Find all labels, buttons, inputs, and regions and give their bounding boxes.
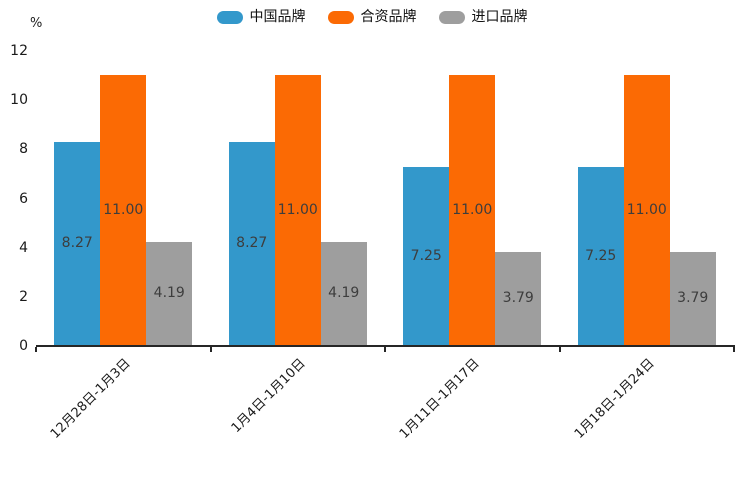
bar-china-brand-group-1: 8.27 [228, 141, 275, 345]
x-category-label: 12月28日-1月3日 [48, 356, 134, 442]
y-tick-label: 4 [19, 239, 28, 256]
bar-import-brand-group-1: 4.19 [320, 241, 367, 345]
bar-china-brand-group-3: 7.25 [577, 166, 624, 345]
bar-china-brand-group-0: 8.27 [54, 141, 101, 345]
bar-joint-venture-brand-group-2: 11.00 [449, 74, 496, 345]
bar-joint-venture-brand-group-0: 11.00 [100, 74, 147, 345]
bar-value-label: 11.00 [103, 201, 144, 218]
legend-swatch-china-brand [216, 10, 243, 24]
x-category-label: 1月18日-1月24日 [571, 356, 658, 442]
bar-value-label: 8.27 [236, 235, 268, 252]
bar-value-label: 3.79 [502, 290, 534, 307]
bar-value-label: 8.27 [61, 235, 93, 252]
x-axis-tick [209, 347, 212, 352]
legend: 中国品牌 合资品牌 进口品牌 [0, 9, 744, 25]
legend-item-import-brand[interactable]: 进口品牌 [438, 9, 528, 25]
y-tick-label: 6 [19, 190, 28, 207]
bar-import-brand-group-3: 3.79 [669, 251, 716, 345]
bar-value-label: 4.19 [328, 285, 360, 302]
bar-value-label: 11.00 [626, 201, 667, 218]
y-tick-label: 12 [10, 43, 28, 59]
y-tick-label: 0 [19, 338, 28, 354]
legend-label: 进口品牌 [471, 9, 528, 25]
legend-label: 中国品牌 [249, 9, 306, 25]
y-tick-label: 10 [10, 92, 28, 109]
bar-value-label: 4.19 [153, 285, 185, 302]
bar-joint-venture-brand-group-3: 11.00 [623, 74, 670, 345]
legend-label: 合资品牌 [360, 9, 417, 25]
y-axis-unit-label: % [30, 16, 43, 31]
legend-swatch-import-brand [438, 10, 465, 24]
bar-joint-venture-brand-group-1: 11.00 [274, 74, 321, 345]
bar-value-label: 3.79 [677, 290, 709, 307]
x-axis-tick [384, 347, 386, 352]
y-tick-label: 2 [19, 288, 28, 305]
y-tick-label: 8 [19, 141, 28, 158]
legend-swatch-joint-venture-brand [327, 10, 354, 24]
bar-value-label: 7.25 [410, 247, 442, 264]
bar-value-label: 11.00 [452, 201, 493, 218]
x-axis-tick [733, 347, 735, 352]
x-category-label: 1月4日-1月10日 [228, 356, 309, 436]
bar-value-label: 7.25 [585, 247, 617, 264]
x-axis-tick [558, 347, 561, 352]
legend-item-china-brand[interactable]: 中国品牌 [216, 9, 306, 25]
bar-china-brand-group-2: 7.25 [403, 166, 450, 345]
bar-value-label: 11.00 [277, 201, 318, 218]
x-axis-tick [35, 347, 37, 352]
bar-import-brand-group-2: 3.79 [495, 251, 542, 345]
bar-import-brand-group-0: 4.19 [146, 241, 193, 345]
legend-item-joint-venture-brand[interactable]: 合资品牌 [327, 9, 417, 25]
x-category-label: 1月11日-1月17日 [397, 356, 483, 442]
x-axis-line [36, 345, 735, 347]
